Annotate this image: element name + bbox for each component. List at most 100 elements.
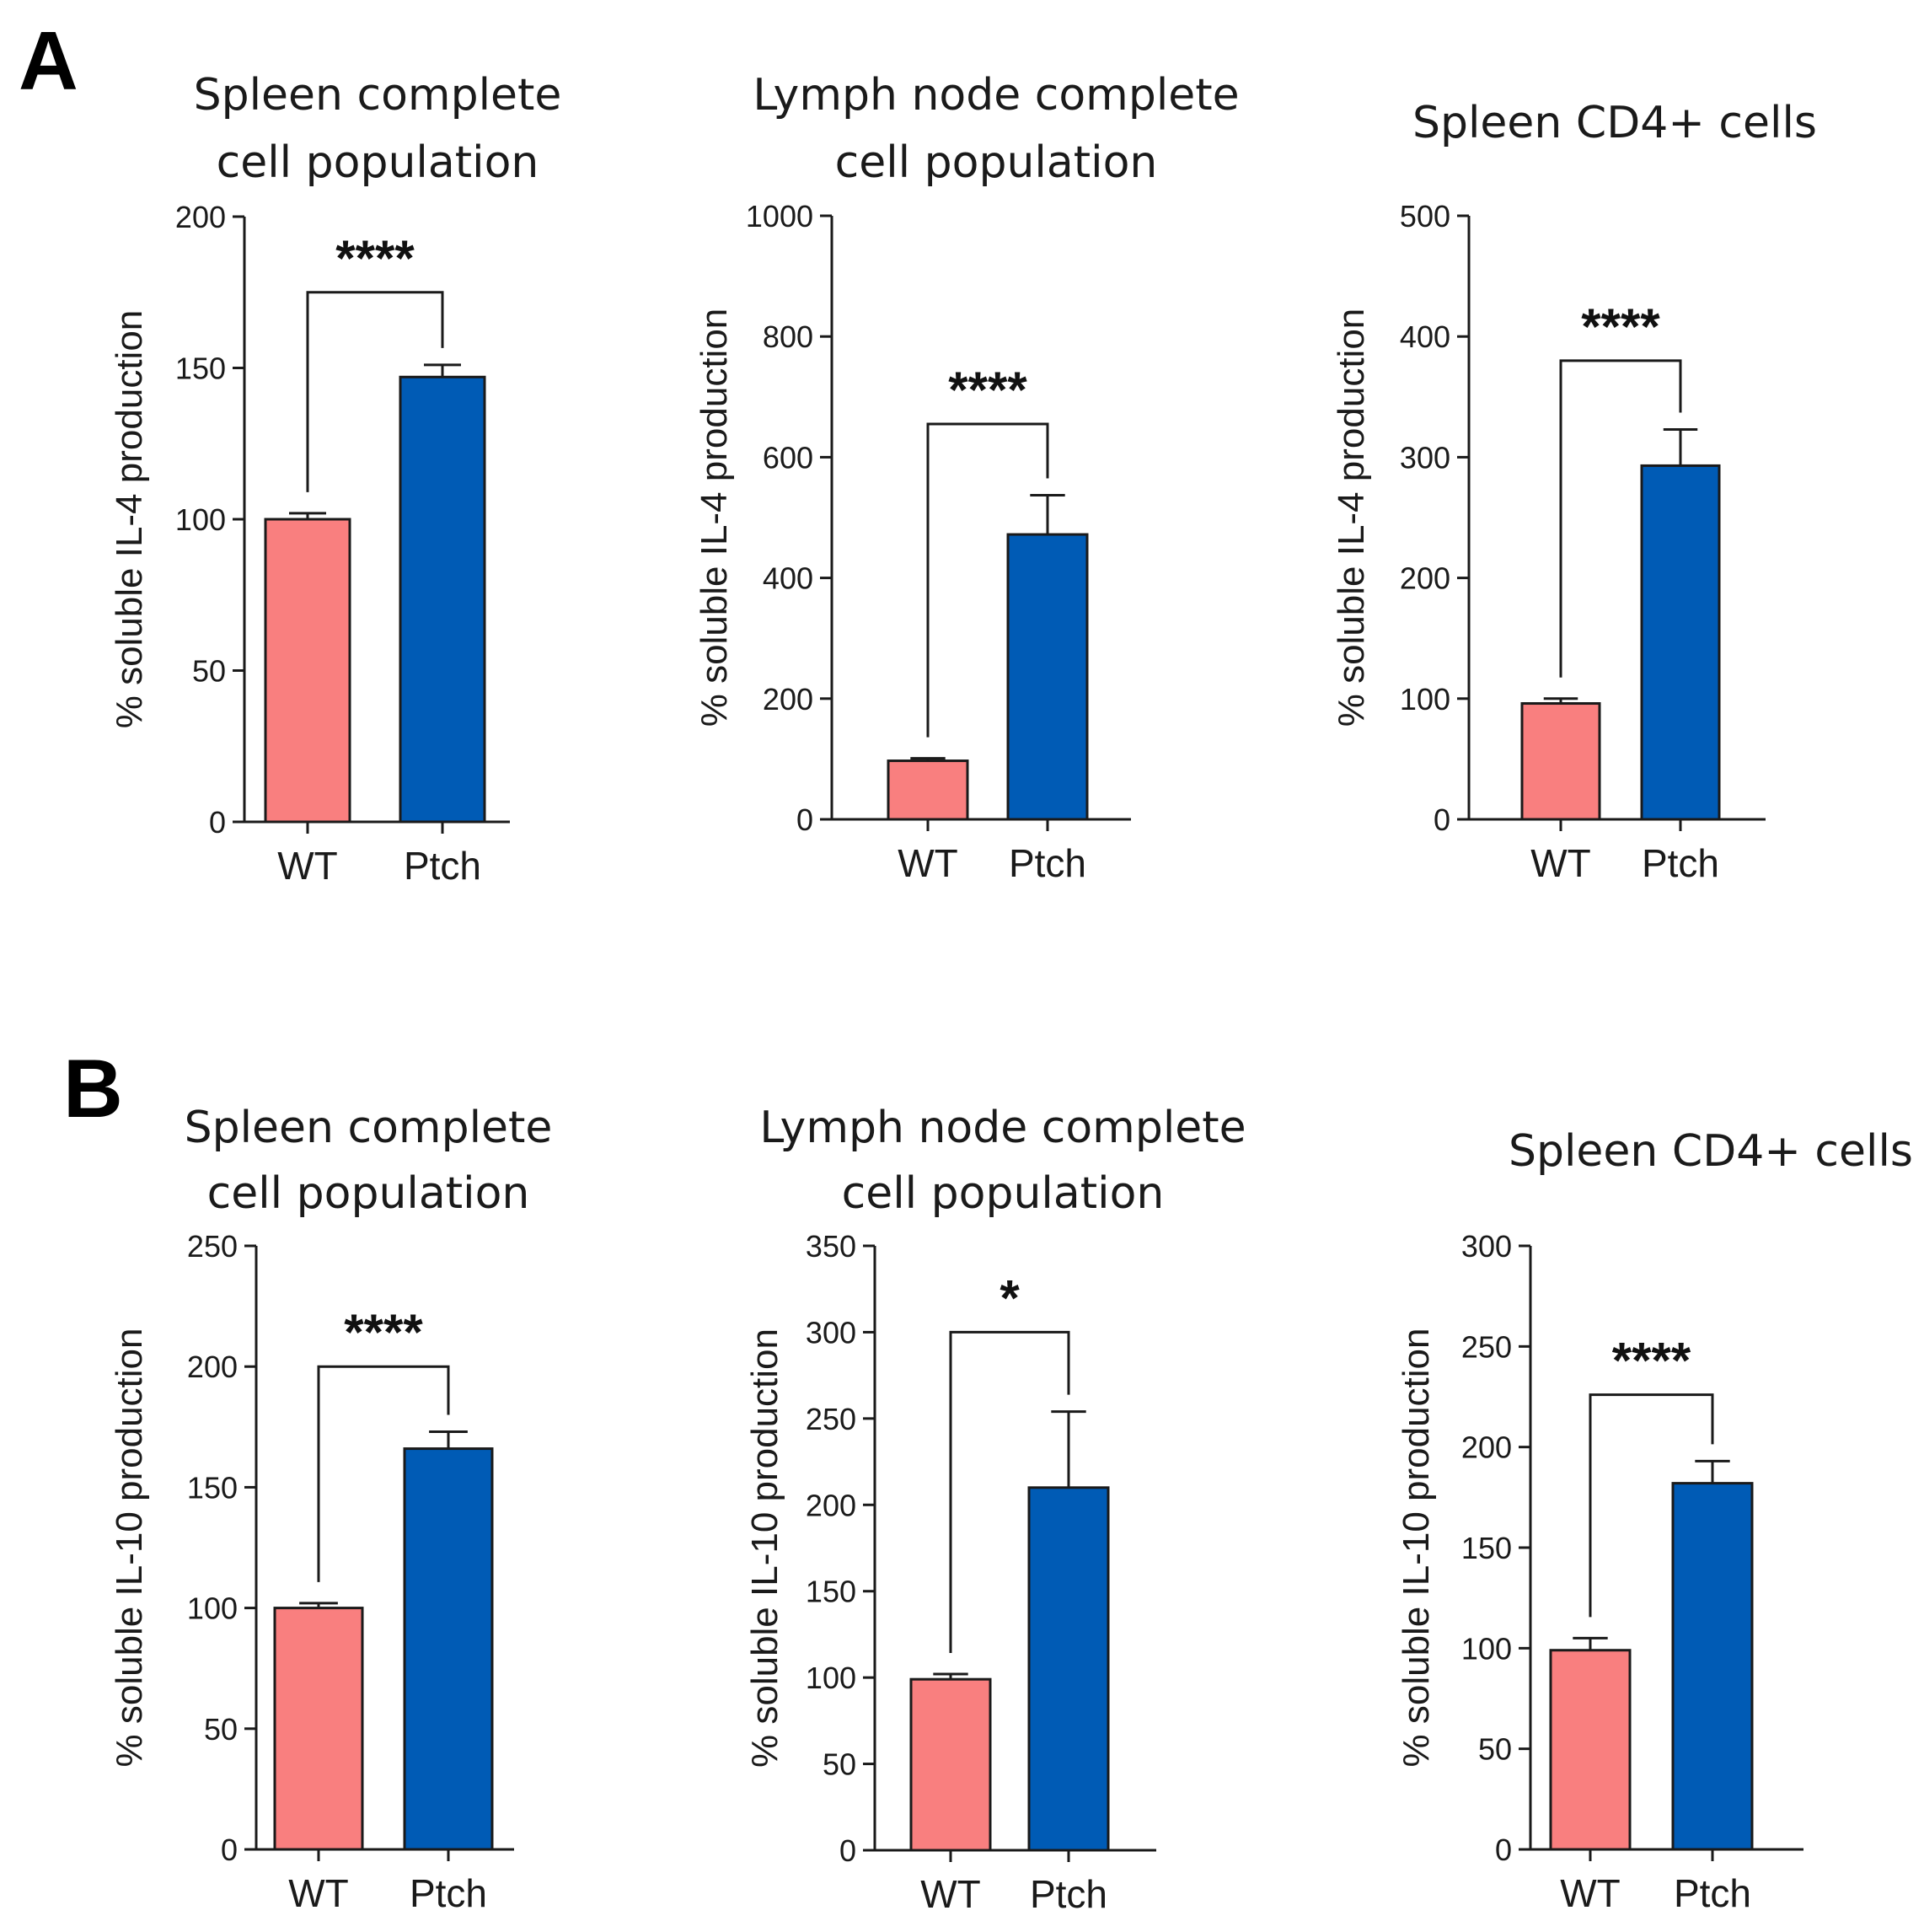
- y-tick-label: 200: [1400, 561, 1450, 596]
- chart-title: cell population: [217, 137, 539, 188]
- x-category-label: Ptch: [1642, 841, 1719, 885]
- chart-title: Lymph node complete: [759, 1103, 1246, 1153]
- chart-5: Lymph node complete cell population % solu…: [744, 1103, 1246, 1916]
- significance-bracket: [926, 422, 1049, 738]
- significance-label: ****: [1612, 1333, 1691, 1389]
- panel-letter-b: B: [63, 1042, 123, 1135]
- bar-wt: [273, 1607, 364, 1851]
- chart-1: Spleen complete cell population % soluble …: [109, 70, 561, 888]
- y-axis-label: % soluble IL-4 production: [694, 309, 735, 727]
- x-category-label: WT: [898, 841, 958, 885]
- y-axis-label: % soluble IL-4 production: [1331, 309, 1372, 727]
- chart-title: Lymph node complete: [753, 70, 1239, 121]
- chart-title: Spleen complete: [194, 70, 562, 121]
- x-category-label: Ptch: [1674, 1871, 1751, 1915]
- bar-wt: [264, 518, 351, 824]
- y-tick-label: 300: [1461, 1229, 1512, 1264]
- y-tick-label: 100: [1400, 682, 1450, 716]
- y-tick-label: 0: [1495, 1833, 1512, 1867]
- x-category-label: Ptch: [410, 1871, 487, 1915]
- y-tick-label: 600: [763, 440, 813, 475]
- y-tick-label: 300: [1400, 440, 1450, 475]
- significance-bracket: [1589, 1393, 1714, 1618]
- chart-4: Spleen complete cell population % soluble …: [109, 1103, 552, 1915]
- significance-bracket: [949, 1330, 1070, 1654]
- y-tick-label: 50: [204, 1712, 238, 1747]
- y-tick-label: 300: [806, 1315, 856, 1350]
- bar-wt: [887, 759, 969, 821]
- y-tick-label: 150: [806, 1575, 856, 1609]
- y-axis-label: % soluble IL-4 production: [109, 310, 150, 729]
- x-category-label: WT: [1560, 1871, 1621, 1915]
- y-tick-label: 200: [175, 200, 226, 234]
- significance-label: ****: [335, 230, 415, 287]
- x-category-label: WT: [277, 844, 338, 888]
- y-tick-label: 200: [1461, 1430, 1512, 1465]
- y-tick-label: 150: [1461, 1531, 1512, 1565]
- x-category-label: WT: [1530, 841, 1591, 885]
- y-tick-label: 50: [192, 654, 226, 689]
- significance-label: ****: [1581, 298, 1660, 355]
- y-tick-label: 0: [221, 1833, 238, 1867]
- y-tick-label: 500: [1400, 199, 1450, 233]
- bar-wt: [1520, 702, 1601, 821]
- chart-title: cell population: [207, 1168, 530, 1219]
- significance-bracket: [306, 291, 444, 492]
- x-category-label: WT: [920, 1872, 981, 1916]
- chart-2: Lymph node complete cell population % solu…: [694, 70, 1240, 885]
- y-tick-label: 150: [175, 352, 226, 386]
- x-category-label: Ptch: [1030, 1872, 1107, 1916]
- y-tick-label: 250: [806, 1402, 856, 1436]
- panel-letter-a: A: [19, 14, 78, 107]
- bar-wt: [1549, 1649, 1632, 1851]
- y-tick-label: 800: [763, 319, 813, 354]
- y-tick-label: 200: [806, 1488, 856, 1522]
- chart-3: Spleen CD4+ cells % soluble IL-4 producti…: [1331, 98, 1817, 885]
- y-tick-label: 0: [839, 1833, 856, 1868]
- y-axis-label: % soluble IL-10 production: [1396, 1328, 1437, 1768]
- significance-bracket: [317, 1365, 450, 1582]
- y-tick-label: 100: [806, 1661, 856, 1695]
- y-tick-label: 400: [1400, 319, 1450, 354]
- y-tick-label: 100: [187, 1591, 238, 1626]
- y-tick-label: 1000: [746, 199, 813, 233]
- y-tick-label: 400: [763, 561, 813, 596]
- y-axis-label: % soluble IL-10 production: [109, 1328, 150, 1768]
- significance-label: *: [1000, 1269, 1020, 1326]
- y-tick-label: 100: [175, 502, 226, 537]
- x-category-label: WT: [288, 1871, 349, 1915]
- significance-label: ****: [344, 1304, 423, 1360]
- chart-title: cell population: [835, 137, 1158, 188]
- chart-title: Spleen CD4+ cells: [1509, 1126, 1913, 1177]
- y-tick-label: 350: [806, 1229, 856, 1264]
- y-tick-label: 200: [187, 1350, 238, 1384]
- y-tick-label: 0: [209, 805, 226, 840]
- chart-title: cell population: [842, 1168, 1165, 1219]
- bar-ptch: [403, 1447, 494, 1851]
- bar-ptch: [1671, 1482, 1754, 1851]
- y-tick-label: 250: [187, 1229, 238, 1264]
- significance-label: ****: [948, 362, 1027, 418]
- y-tick-label: 50: [1478, 1732, 1512, 1767]
- y-tick-label: 0: [1434, 802, 1450, 837]
- y-tick-label: 150: [187, 1470, 238, 1505]
- bar-ptch: [1027, 1486, 1110, 1852]
- x-category-label: Ptch: [1009, 841, 1086, 885]
- y-tick-label: 250: [1461, 1329, 1512, 1364]
- significance-bracket: [1559, 359, 1682, 678]
- bar-wt: [909, 1677, 992, 1852]
- y-tick-label: 200: [763, 682, 813, 716]
- y-tick-label: 50: [823, 1747, 856, 1782]
- chart-title: Spleen complete: [185, 1103, 553, 1153]
- charts-container: Spleen complete cell population % soluble …: [109, 70, 1913, 1916]
- chart-title: Spleen CD4+ cells: [1412, 98, 1817, 148]
- bar-ptch: [1640, 464, 1721, 821]
- x-category-label: Ptch: [404, 844, 481, 888]
- bar-ptch: [1006, 533, 1089, 821]
- chart-6: Spleen CD4+ cells % soluble IL-10 product…: [1396, 1126, 1913, 1915]
- y-tick-label: 100: [1461, 1631, 1512, 1666]
- y-axis-label: % soluble IL-10 production: [744, 1328, 785, 1768]
- bar-ptch: [399, 375, 486, 824]
- y-tick-label: 0: [796, 802, 813, 837]
